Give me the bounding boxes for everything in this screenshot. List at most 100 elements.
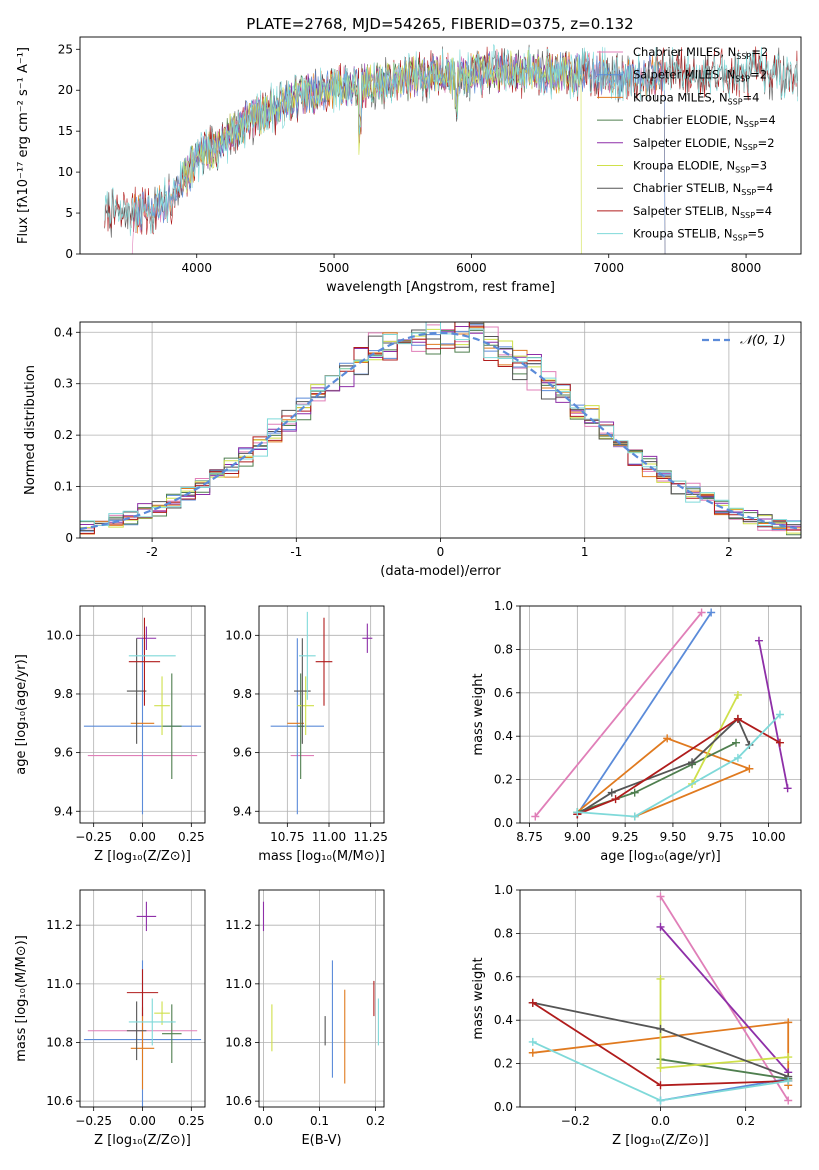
x-axis-label: Z [log₁₀(Z/Z⊙)] [94, 1133, 191, 1148]
axes-frame [519, 605, 802, 824]
weight-marker [573, 808, 582, 817]
x-tick-label: 0.00 [129, 830, 156, 844]
residuals-panel: -2 -1 0 1 2 0 0.1 0.2 0.3 0.4 (data-model)/error No… [23, 321, 802, 579]
y-axis-label: age [log₁₀(age/yr)] [14, 654, 29, 775]
y-tick-label: 10 [58, 165, 73, 179]
y-tick-label: 11.0 [225, 977, 252, 991]
weight-marker [688, 758, 697, 767]
y-tick-label: 0.0 [494, 1100, 513, 1114]
weight-marker [784, 1076, 793, 1085]
x-axis-label: age [log₁₀(age/yr)] [600, 849, 721, 864]
y-tick-label: 11.2 [225, 918, 252, 932]
weight-marker [697, 608, 706, 617]
y-tick-label: 9.4 [233, 804, 252, 818]
legend-label: Kroupa ELODIE, NSSP=3 [633, 159, 767, 175]
x-axis-label: wavelength [Angstrom, rest frame] [326, 280, 555, 295]
mass-vs-extinction-panel: 0.0 0.1 0.2 10.6 10.8 11.0 11.2 E(B-V) [225, 889, 385, 1148]
weight-line [659, 926, 789, 1073]
weight-line [660, 1058, 789, 1080]
weight-marker [784, 1096, 793, 1105]
weight-marker [531, 812, 540, 821]
spectrum-line [182, 49, 582, 254]
y-axis-label: Normed distribution [23, 365, 38, 495]
y-tick-label: 11.0 [46, 977, 73, 991]
weight-marker [745, 764, 754, 773]
y-tick-label: 0.4 [494, 729, 513, 743]
x-tick-label: 9.75 [707, 830, 734, 844]
y-tick-label: 5 [65, 206, 73, 220]
y-tick-label: 0.4 [54, 325, 73, 339]
y-tick-label: 10.8 [225, 1035, 252, 1049]
x-tick-label: 0.25 [178, 830, 205, 844]
y-tick-label: 9.4 [54, 804, 73, 818]
legend-label: Chabrier STELIB, NSSP=4 [633, 181, 773, 197]
weight-marker [783, 784, 792, 793]
y-tick-label: 0.2 [494, 773, 513, 787]
weight-marker [784, 1018, 793, 1027]
age-vs-metallicity-panel: −0.25 0.00 0.25 9.4 9.6 9.8 10.0 Z [log₁₀(Z/Z⊙)… [14, 605, 206, 864]
histograms [80, 322, 801, 538]
weight-marker [775, 710, 784, 719]
spectrum-lines [104, 44, 798, 254]
x-tick-label: -2 [146, 545, 158, 559]
y-tick-label: 1.0 [494, 599, 513, 613]
x-tick-label: −0.25 [75, 1114, 112, 1128]
y-axis-label: mass weight [471, 957, 486, 1039]
x-tick-label: 0.2 [366, 1114, 385, 1128]
y-axis-label: Flux [fλ10⁻¹⁷ erg cm⁻² s⁻¹ A⁻¹] [16, 47, 31, 244]
y-tick-label: 10.0 [225, 628, 252, 642]
x-tick-label: 11.25 [353, 830, 387, 844]
weight-marker [630, 812, 639, 821]
y-tick-label: 1.0 [494, 883, 513, 897]
y-tick-label: 0 [65, 247, 73, 261]
y-tick-label: 9.8 [54, 687, 73, 701]
weight-line [577, 713, 781, 818]
weight-marker [732, 738, 741, 747]
weight-marker [733, 753, 742, 762]
y-tick-label: 10.8 [46, 1035, 73, 1049]
weight-marker [733, 690, 742, 699]
y-tick-label: 0.8 [494, 642, 513, 656]
x-tick-label: 9.00 [564, 830, 591, 844]
y-tick-label: 0.4 [494, 1013, 513, 1027]
legend-label: Chabrier MILES, NSSP=2 [633, 45, 768, 61]
x-tick-label: 0.2 [736, 1114, 755, 1128]
y-tick-label: 0.2 [494, 1057, 513, 1071]
weight-marker [528, 1037, 537, 1046]
age-vs-mass-panel: 10.75 11.00 11.25 9.4 9.6 9.8 10.0 mass [log₁₀(… [225, 605, 388, 864]
y-tick-label: 0.0 [494, 816, 513, 830]
x-axis-label: Z [log₁₀(Z/Z⊙)] [612, 1133, 709, 1148]
weight-marker [656, 1024, 665, 1033]
y-tick-label: 10.6 [46, 1094, 73, 1108]
weight-vs-metallicity-panel: −0.2 0.0 0.2 0.0 0.2 0.4 0.6 0.8 1.0 Z [log₁₀(Z/Z… [471, 883, 802, 1148]
axes-frame [258, 605, 385, 824]
x-tick-label: 5000 [319, 261, 350, 275]
x-tick-label: 1 [581, 545, 589, 559]
y-axis-label: mass weight [471, 673, 486, 755]
weight-line [534, 611, 703, 818]
legend-label: 𝒩(0, 1) [740, 332, 786, 347]
x-tick-label: 0.0 [254, 1114, 273, 1128]
spectrum-line [104, 44, 798, 237]
axes-frame [79, 321, 802, 539]
x-axis-label: (data-model)/error [380, 564, 501, 579]
error-bars [262, 901, 379, 1084]
y-tick-label: 10.0 [46, 628, 73, 642]
x-tick-label: 10.00 [751, 830, 785, 844]
spectrum-panel: 4000 5000 6000 7000 8000 0 5 10 15 20 25 wavelength… [16, 36, 802, 295]
weight-line [659, 979, 789, 1069]
weight-marker [733, 714, 742, 723]
mass-vs-metallicity-panel: −0.25 0.00 0.25 10.6 10.8 11.0 11.2 Z [log₁₀(Z/… [14, 889, 206, 1148]
y-tick-label: 9.6 [233, 746, 252, 760]
y-tick-label: 0.3 [54, 377, 73, 391]
y-tick-label: 9.6 [54, 746, 73, 760]
axes-frame [79, 605, 206, 824]
y-tick-label: 15 [58, 124, 73, 138]
x-tick-label: 2 [725, 545, 733, 559]
x-tick-label: 0 [437, 545, 445, 559]
x-tick-label: −0.25 [75, 830, 112, 844]
x-tick-label: 9.50 [660, 830, 687, 844]
x-tick-label: 8.75 [516, 830, 543, 844]
y-tick-label: 0 [65, 531, 73, 545]
weight-marker [630, 788, 639, 797]
